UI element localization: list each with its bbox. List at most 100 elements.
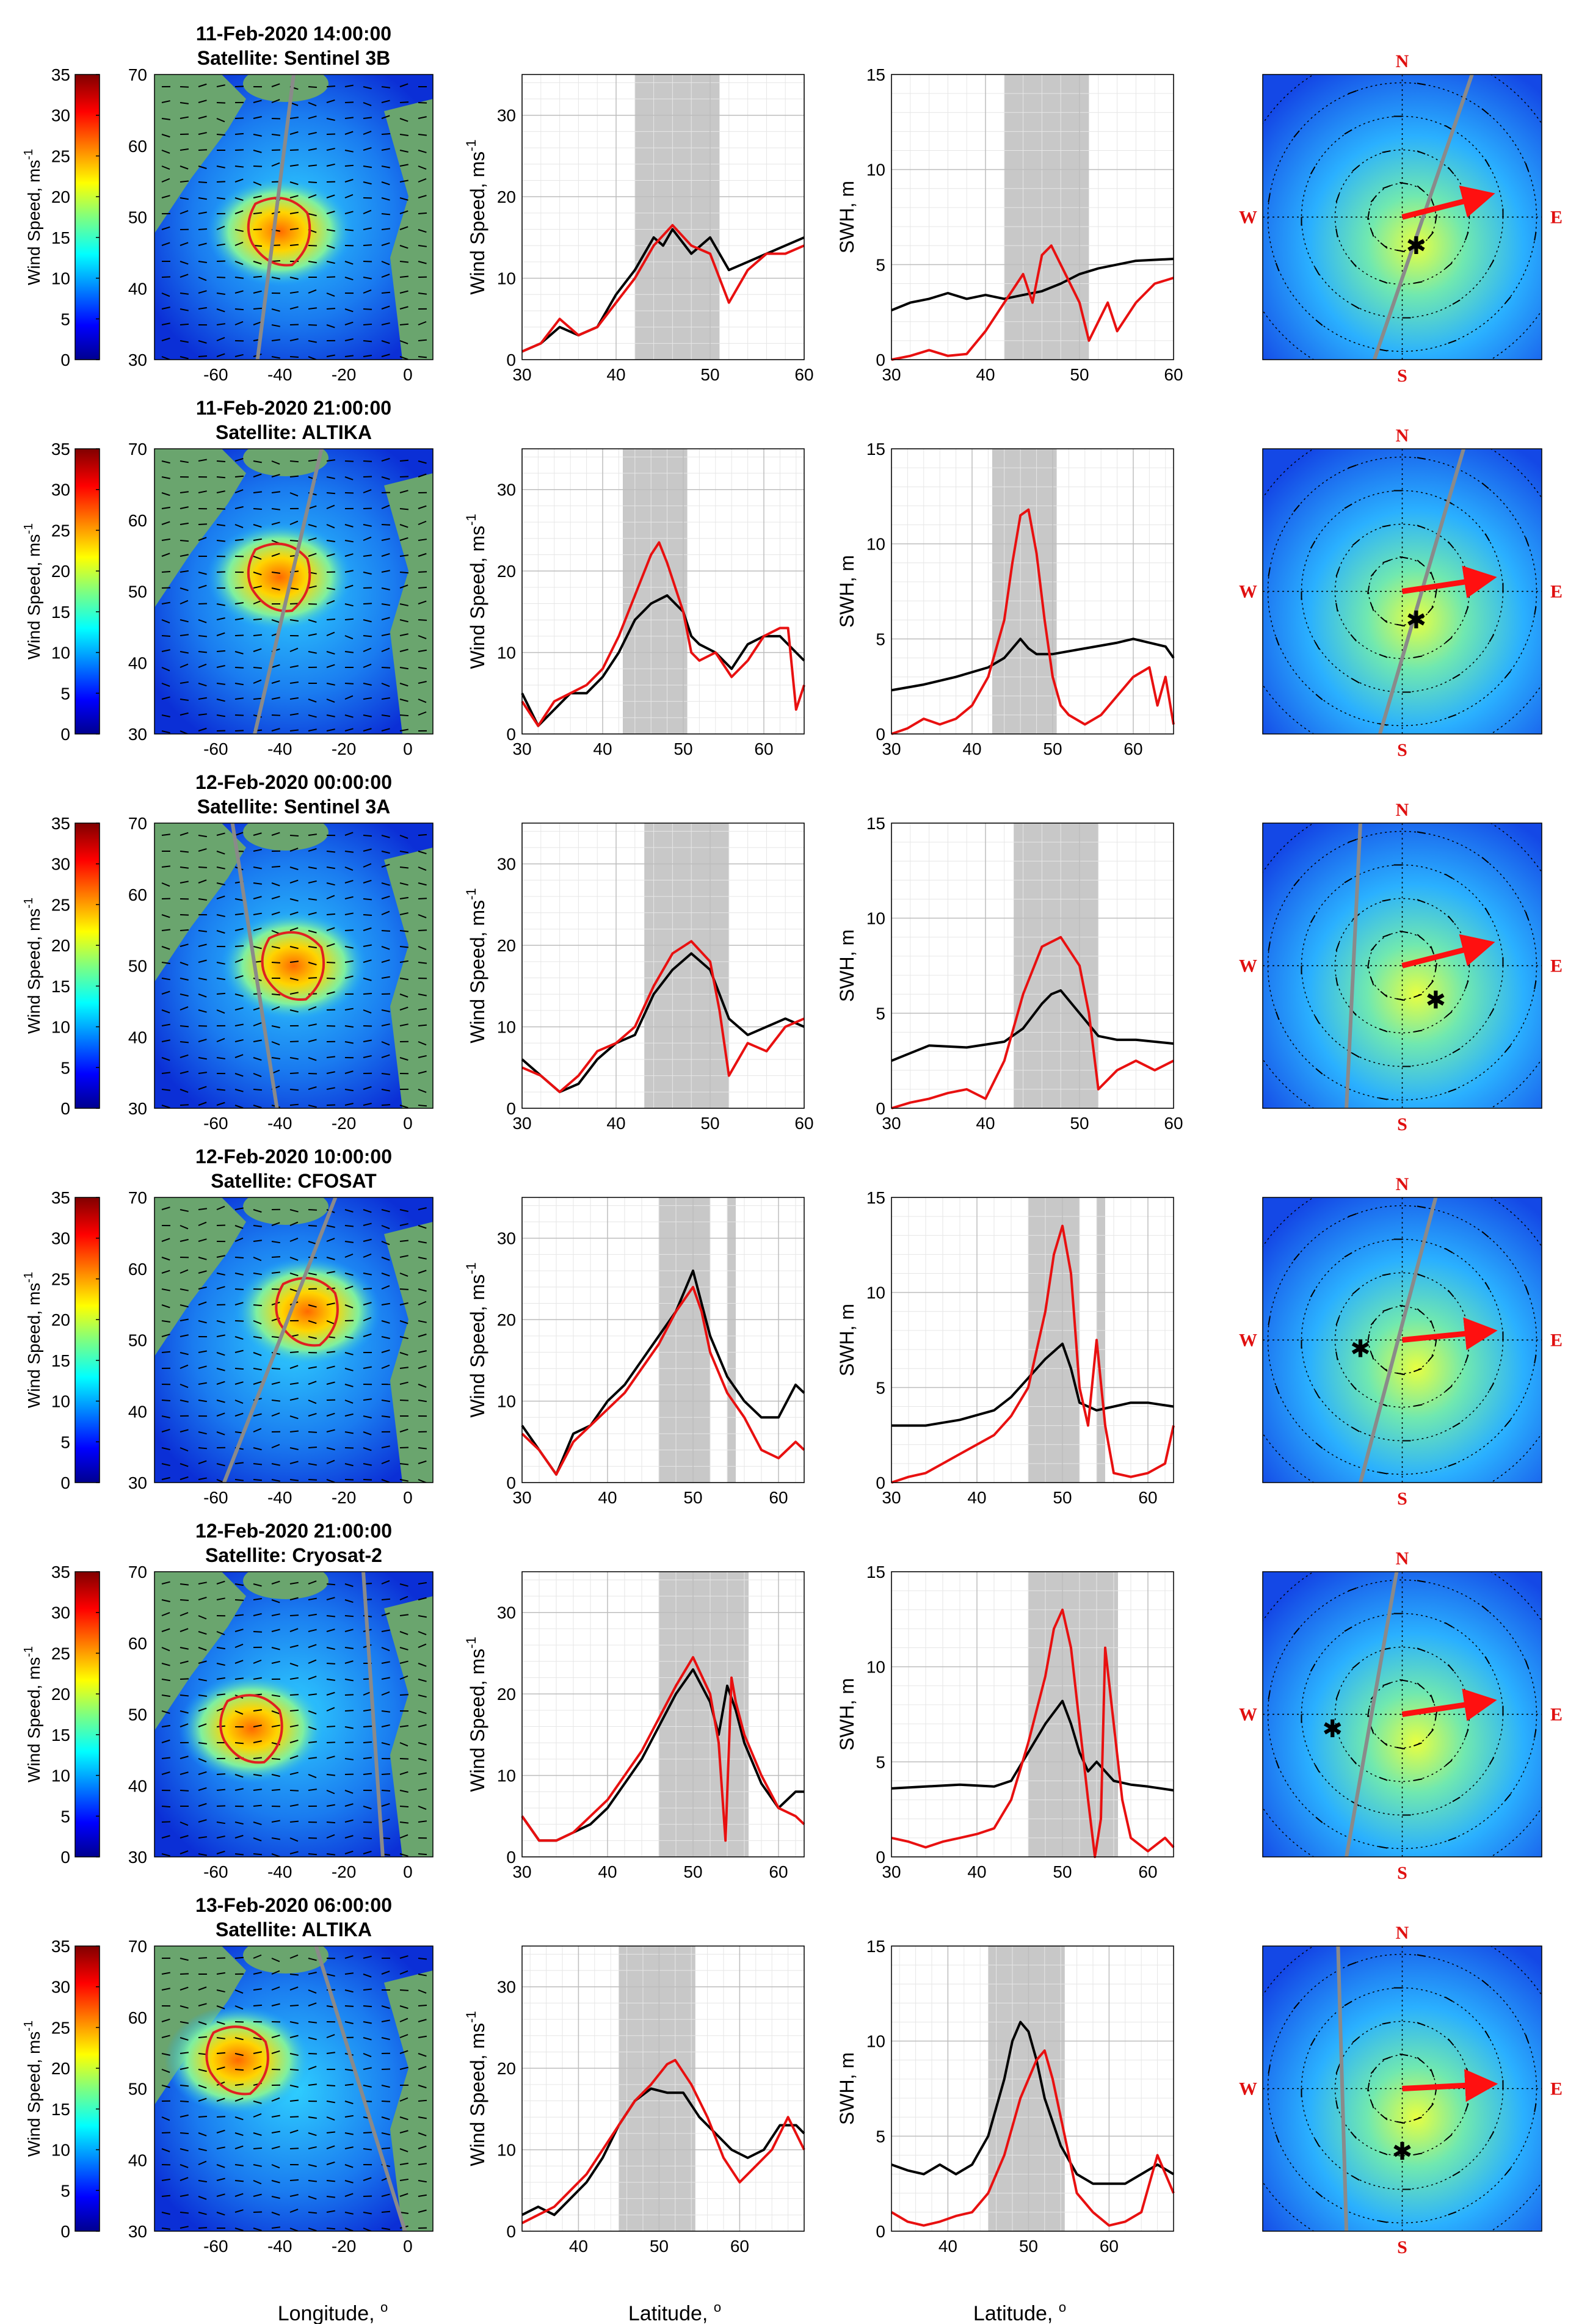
wind-vector: [234, 1583, 244, 1586]
wind-vector: [289, 866, 299, 871]
wind-vector: [180, 1611, 189, 1616]
wind-vector: [216, 1431, 225, 1436]
wind-vector: [308, 1741, 318, 1743]
wind-vector: [1399, 181, 1409, 185]
wind-vector: [1417, 2057, 1425, 2064]
swh-ylabel: SWH, m: [836, 181, 858, 253]
colorbar-label-sup: -1: [22, 523, 35, 534]
wind-vector: [1417, 525, 1426, 529]
wind-vector: [198, 930, 208, 932]
map-xtick-label: 0: [403, 2237, 413, 2256]
wind-vector: [253, 116, 262, 119]
wind-vector: [399, 1352, 408, 1356]
wind-vector: [180, 1054, 189, 1058]
wind-vector: [289, 475, 299, 478]
wind-vector: [1417, 1308, 1425, 1315]
wind-vector: [1370, 2066, 1378, 2074]
wind-vector: [1396, 998, 1405, 1001]
wind-vector: [234, 1368, 244, 1370]
wind-vector: [418, 1400, 427, 1403]
wind-vector: [234, 975, 244, 979]
storm-wind-field: [206, 522, 354, 633]
wind-vector: [234, 1788, 244, 1791]
wind-vector: [1417, 1273, 1426, 1278]
swh-ylabel-text: SWH, m: [836, 181, 858, 253]
colorbar-tick-label: 30: [51, 855, 70, 874]
storm-center-marker: ✱: [1322, 1716, 1343, 1743]
wind-frame: [521, 74, 805, 360]
wind-vector: [1399, 930, 1409, 934]
wind-vector: [418, 1055, 427, 1058]
wind-vector: [216, 277, 226, 278]
wind-vector: [418, 1207, 427, 1210]
wind-vector: [1445, 1622, 1453, 1628]
polar-body: ✱: [1263, 1946, 1542, 2231]
wind-vector: [326, 1821, 336, 1824]
map-xtick-label: -40: [267, 1862, 292, 1881]
swh-xtick-label: 60: [1100, 2237, 1119, 2256]
wind-vector: [418, 1269, 427, 1274]
wind-vector: [1525, 537, 1530, 546]
wind-vector: [308, 912, 317, 915]
wind-vector: [234, 524, 244, 528]
wind-vector: [180, 165, 189, 170]
wind-vector: [271, 882, 280, 887]
wind-ylabel-sup: -1: [463, 514, 479, 526]
colorbar-gradient: [74, 1197, 100, 1483]
wind-vector: [234, 1023, 244, 1026]
colorbar-tick-label: 0: [60, 725, 70, 744]
colorbar-tick-label: 15: [51, 977, 70, 996]
wind-vector: [289, 131, 299, 135]
wind-vector: [198, 1787, 207, 1791]
wind-vector: [363, 1366, 372, 1369]
wind-xtick-label: 50: [683, 1488, 702, 1507]
map-ytick-label: 50: [128, 208, 147, 227]
wind-vector: [326, 1459, 335, 1464]
wind-vector: [271, 1057, 280, 1059]
wind-vector: [1335, 228, 1338, 238]
wind-ylabel-sup: -1: [463, 888, 479, 900]
wind-vector: [363, 1316, 372, 1321]
wind-vector: [234, 898, 244, 901]
map-ytick-label: 60: [128, 1260, 147, 1279]
wind-vector: [344, 1273, 354, 1276]
wind-vector: [198, 1057, 207, 1060]
wind-vector: [271, 2180, 280, 2184]
wind-vector: [399, 667, 408, 670]
wind-vector: [234, 1225, 244, 1229]
wind-vector: [161, 1679, 170, 1682]
wind-vector: [271, 118, 281, 120]
wind-vector: [271, 1710, 280, 1715]
wind-vector: [1293, 130, 1300, 138]
wind-vector: [344, 1599, 354, 1603]
wind-vector: [308, 194, 317, 198]
swh-model-line: [891, 508, 1175, 735]
wind-vector: [161, 1415, 170, 1418]
map-ytick-label: 60: [128, 137, 147, 156]
wind-xtick-label: 60: [769, 1488, 788, 1507]
map-frame: [154, 448, 434, 735]
map-ytick-label: 50: [128, 583, 147, 601]
wind-vector: [1379, 1097, 1388, 1100]
swh-frame: [891, 822, 1174, 1109]
wind-vector: [198, 211, 207, 214]
colorbar-tick-label: 10: [51, 1767, 70, 1785]
colorbar-tick-label: 15: [51, 1351, 70, 1370]
wind-vector: [234, 321, 244, 325]
wind-vector: [1293, 1253, 1300, 1261]
wind-vector: [326, 2161, 335, 2165]
wind-vector: [234, 958, 244, 963]
wind-vector: [1344, 2000, 1352, 2006]
wind-vector: [399, 1381, 408, 1385]
wind-vector: [161, 1428, 170, 1433]
wind-vector: [180, 292, 189, 295]
wind-vector: [161, 2148, 170, 2152]
wind-vector: [326, 1238, 335, 1242]
wind-vector: [216, 617, 225, 620]
wind-vector: [418, 1288, 427, 1292]
wind-vector: [180, 929, 189, 931]
wind-vector: [1396, 623, 1405, 627]
wind-vector: [198, 523, 208, 525]
wind-vector: [289, 647, 299, 652]
wind-vector: [326, 324, 335, 329]
